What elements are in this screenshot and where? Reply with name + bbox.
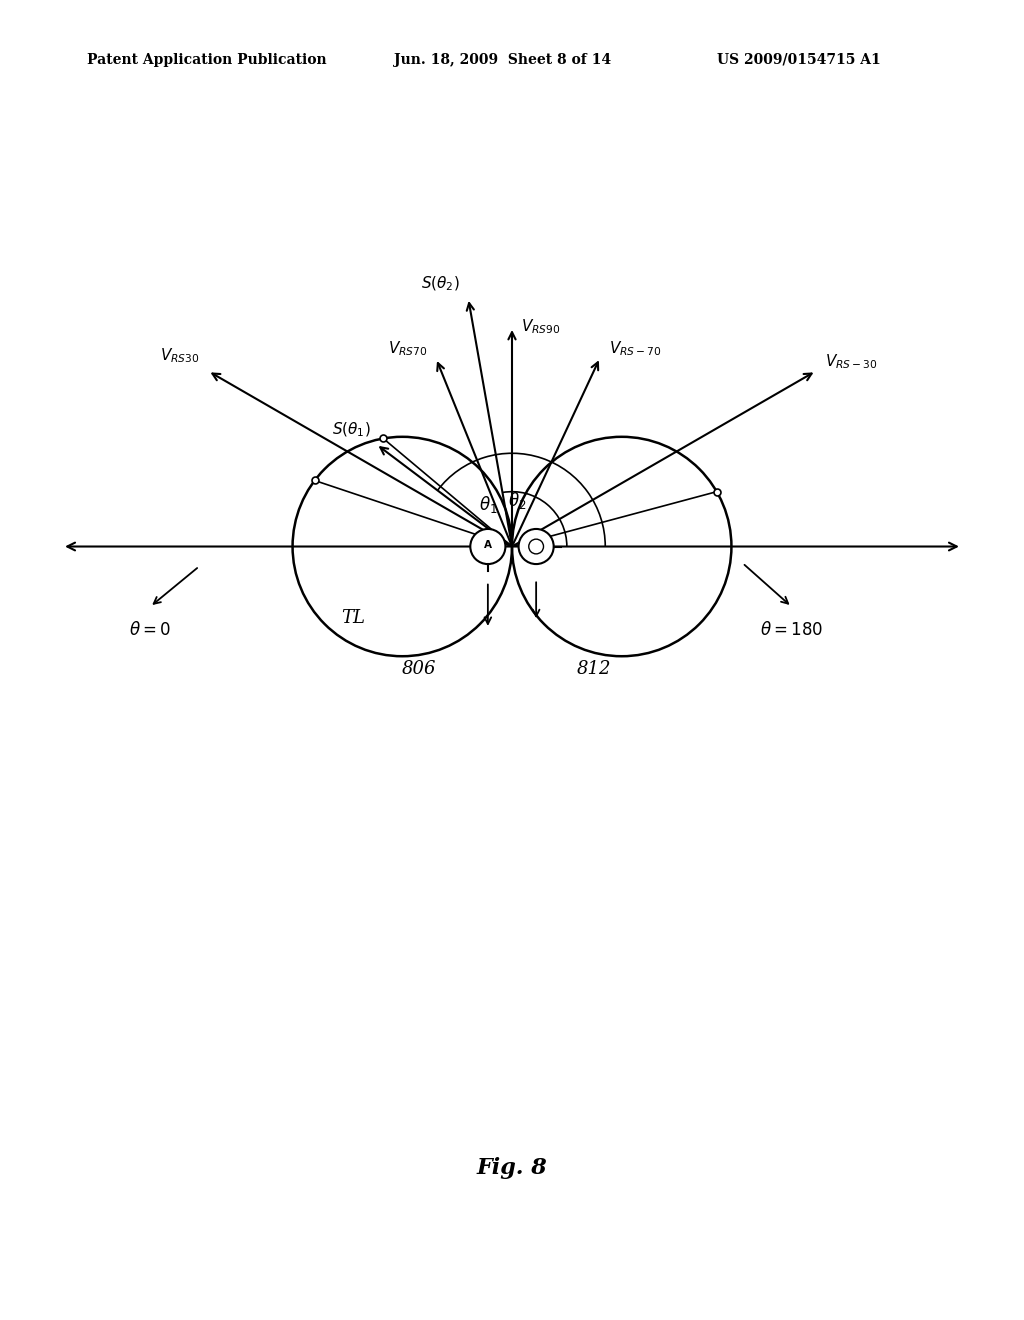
Text: 806: 806 xyxy=(401,660,436,678)
Text: $S(\theta_2)$: $S(\theta_2)$ xyxy=(421,275,460,293)
Text: TL: TL xyxy=(341,609,365,627)
Text: US 2009/0154715 A1: US 2009/0154715 A1 xyxy=(717,53,881,67)
Text: $\theta_1$: $\theta_1$ xyxy=(478,494,497,515)
Text: Jun. 18, 2009  Sheet 8 of 14: Jun. 18, 2009 Sheet 8 of 14 xyxy=(394,53,611,67)
Text: $V_{RS70}$: $V_{RS70}$ xyxy=(388,339,427,358)
Text: $V_{RS30}$: $V_{RS30}$ xyxy=(160,347,200,366)
Circle shape xyxy=(470,529,506,564)
Circle shape xyxy=(518,529,554,564)
Text: $\theta=180$: $\theta=180$ xyxy=(760,622,823,639)
Text: Patent Application Publication: Patent Application Publication xyxy=(87,53,327,67)
Text: $V_{RS-30}$: $V_{RS-30}$ xyxy=(824,352,878,371)
Text: $V_{RS90}$: $V_{RS90}$ xyxy=(521,318,560,337)
Text: $\theta_2$: $\theta_2$ xyxy=(508,490,526,511)
Text: $S(\theta_1)$: $S(\theta_1)$ xyxy=(332,420,371,438)
Text: $\theta=0$: $\theta=0$ xyxy=(129,622,171,639)
Text: 812: 812 xyxy=(578,660,611,678)
Text: A: A xyxy=(484,540,492,550)
Text: Fig. 8: Fig. 8 xyxy=(476,1158,548,1179)
Text: $V_{RS-70}$: $V_{RS-70}$ xyxy=(609,339,662,358)
